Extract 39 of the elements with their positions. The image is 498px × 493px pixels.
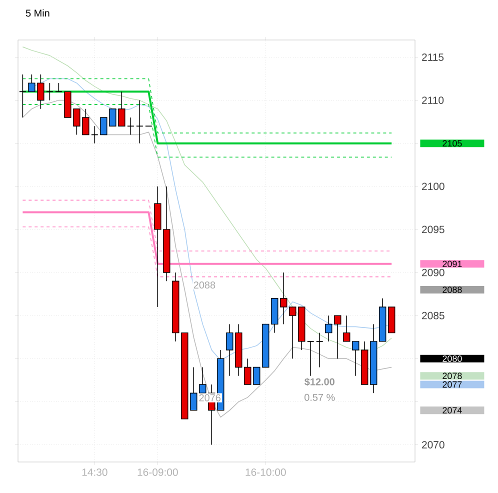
text: 2074 <box>442 407 462 414</box>
candlestick <box>244 358 252 385</box>
candlestick <box>343 315 350 342</box>
y-tick-label: 2095 <box>422 226 444 234</box>
x-tick-label: 16-10:00 <box>246 468 286 476</box>
annotation: 2076 <box>199 394 220 402</box>
candlestick <box>136 100 144 144</box>
text: 2088 <box>442 286 462 293</box>
candlestick <box>190 366 198 411</box>
annotation: 0.57 % <box>304 394 335 401</box>
candlestick <box>280 272 288 325</box>
y-tick-label: 2090 <box>422 268 444 276</box>
candlestick <box>253 366 260 385</box>
y-tick-label: 2100 <box>422 182 444 190</box>
x-tick-label: 14:30 <box>82 468 108 476</box>
candlestick <box>352 341 360 376</box>
y-tick-label: 2115 <box>422 54 444 61</box>
x-tick-label: 16-09:00 <box>138 468 178 476</box>
text: 2077 <box>442 381 462 388</box>
text: 2078 <box>442 372 462 380</box>
annotation: $12.00 <box>304 378 334 386</box>
candlestick <box>289 306 296 360</box>
candlestick <box>199 366 206 394</box>
chart-title: 5 Min <box>26 9 50 17</box>
y-tick-label: 2070 <box>422 441 444 448</box>
candlestick <box>306 340 314 376</box>
candlestick <box>46 82 54 101</box>
text: 2091 <box>442 260 462 268</box>
candlestick <box>325 315 332 342</box>
text: 2080 <box>442 355 462 362</box>
candlestick <box>334 315 342 360</box>
candlestick <box>226 324 234 376</box>
annotation: 2088 <box>194 281 216 289</box>
candlestick <box>19 74 26 118</box>
candlestick <box>126 117 134 136</box>
y-tick-label: 2085 <box>422 312 444 320</box>
text: 2105 <box>442 140 462 147</box>
y-tick-label: 2110 <box>422 96 444 104</box>
candlestick <box>316 332 324 368</box>
